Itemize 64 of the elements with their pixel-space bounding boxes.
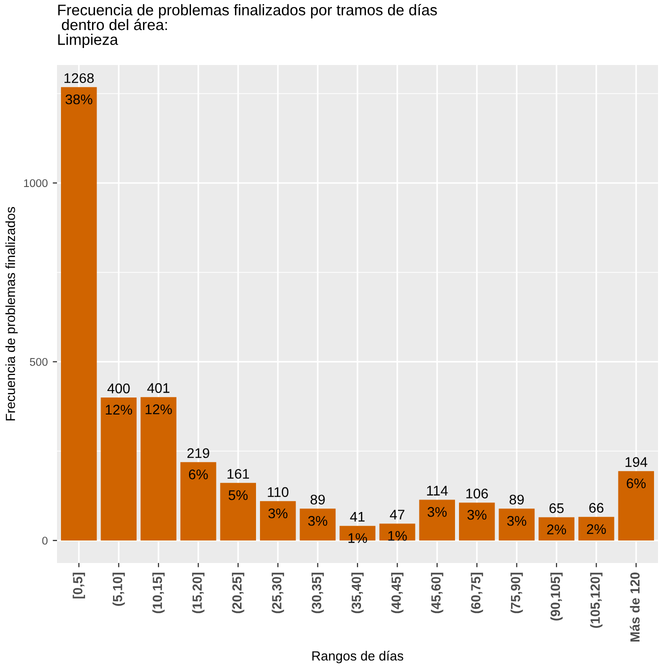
x-tick-label: (90,105] bbox=[550, 572, 563, 621]
annotation: 3% bbox=[428, 507, 447, 517]
data-label: 161 bbox=[228, 468, 250, 479]
y-tick-label: 1000 bbox=[24, 179, 48, 188]
data-label: 219 bbox=[187, 448, 210, 458]
data-label: 106 bbox=[466, 488, 488, 498]
data-label: 1268 bbox=[64, 73, 94, 84]
data-label: 89 bbox=[310, 494, 325, 505]
y-axis-title: Frecuencia de problemas finalizados bbox=[5, 207, 18, 420]
x-axis-title: Rangos de días bbox=[312, 650, 404, 664]
annotation: 12% bbox=[106, 404, 132, 415]
bar bbox=[458, 502, 495, 540]
annotation: 3% bbox=[308, 516, 328, 526]
annotation: 6% bbox=[626, 478, 646, 488]
x-tick-label: (5,10] bbox=[112, 572, 125, 606]
bar bbox=[260, 501, 296, 540]
x-tick-label: (75,90] bbox=[510, 572, 523, 614]
data-label: 401 bbox=[147, 383, 170, 393]
annotation: 3% bbox=[507, 516, 526, 526]
bar bbox=[180, 462, 216, 540]
x-tick-label: (10,15] bbox=[152, 572, 165, 614]
x-tick-label: [0,5] bbox=[72, 572, 86, 598]
annotation: 1% bbox=[388, 531, 407, 541]
chart-title: Frecuencia de problemas finalizados por tramos de días dentro del área: Limpieza bbox=[58, 4, 437, 48]
annotation: 5% bbox=[228, 490, 248, 500]
data-label: 114 bbox=[427, 486, 448, 496]
x-tick-label: (35,40] bbox=[351, 572, 364, 614]
bar bbox=[300, 508, 336, 540]
x-tick-label: (40,45] bbox=[391, 572, 404, 614]
bar bbox=[538, 517, 574, 540]
bar bbox=[419, 500, 456, 540]
x-tick-label: (25,30] bbox=[272, 572, 284, 614]
data-label: 41 bbox=[350, 512, 365, 522]
bar bbox=[498, 508, 535, 540]
x-tick-label: (20,25] bbox=[232, 572, 244, 614]
data-label: 66 bbox=[589, 502, 604, 513]
bar bbox=[100, 397, 137, 540]
data-label: 194 bbox=[626, 457, 648, 467]
x-tick-label: (105,120] bbox=[590, 572, 602, 628]
data-label: 110 bbox=[268, 487, 288, 498]
x-tick-label: Más de 120 bbox=[630, 572, 640, 642]
annotation: 12% bbox=[146, 404, 172, 414]
y-tick-label: 0 bbox=[42, 536, 48, 545]
bar bbox=[60, 87, 97, 540]
x-tick-label: (45,60] bbox=[430, 572, 444, 614]
bar bbox=[220, 482, 256, 540]
data-label: 400 bbox=[107, 384, 130, 394]
bar bbox=[618, 471, 654, 540]
annotation: 2% bbox=[586, 524, 606, 534]
bar bbox=[379, 524, 416, 540]
bar bbox=[140, 397, 176, 540]
x-tick-label: (15,20] bbox=[192, 572, 204, 614]
x-tick-label: (60,75] bbox=[470, 572, 484, 614]
data-label: 47 bbox=[390, 510, 404, 520]
annotation: 6% bbox=[188, 469, 208, 480]
annotation: 3% bbox=[467, 510, 486, 520]
annotation: 38% bbox=[66, 94, 92, 104]
bar bbox=[578, 516, 614, 540]
x-tick-label: (30,35] bbox=[312, 572, 324, 614]
annotation: 3% bbox=[268, 508, 288, 518]
annotation: 2% bbox=[547, 524, 566, 534]
y-tick-label: 500 bbox=[30, 358, 48, 366]
data-label: 89 bbox=[510, 494, 524, 505]
data-label: 65 bbox=[549, 503, 564, 514]
